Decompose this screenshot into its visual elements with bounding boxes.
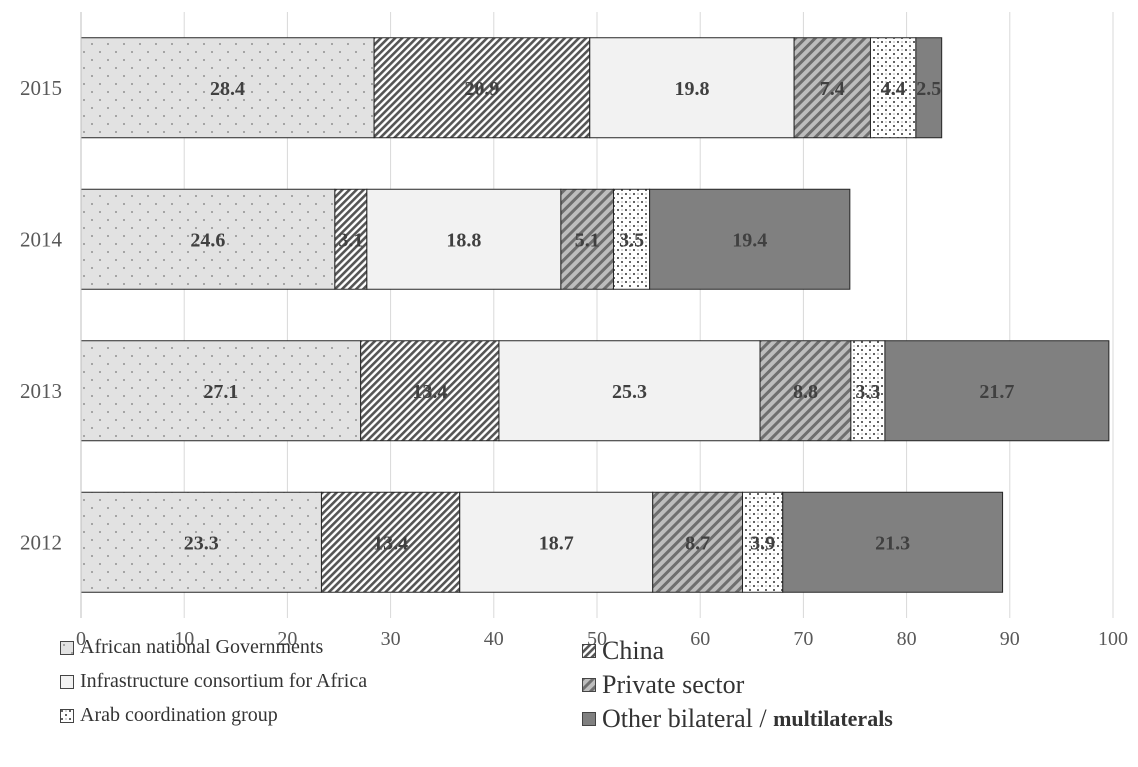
legend-item-african-national-governments: African national Governments (60, 636, 323, 659)
bar-segment (793, 37, 871, 139)
legend-label: Private sector (602, 670, 745, 699)
data-label: 3.3 (855, 381, 880, 403)
legend-label: Arab coordination group (80, 704, 278, 726)
data-label: 4.4 (881, 78, 906, 100)
legend: African national Governments Infrastruct… (0, 636, 1138, 767)
bar-segment (589, 37, 795, 139)
x-tick-label: 20 (277, 628, 297, 650)
bar-segment (742, 491, 784, 593)
legend-label-suffix: multilaterals (773, 706, 893, 731)
bar-segment (80, 491, 322, 593)
x-tick-label: 90 (1000, 628, 1020, 650)
y-tick-label: 2015 (20, 76, 62, 100)
data-labels: 28.4 20.9 19.8 7.4 4.4 2.5 24.6 3.1 18.8 5.1 3.5 19… (184, 78, 1015, 555)
y-tick-label: 2014 (20, 227, 63, 251)
data-label: 24.6 (190, 229, 225, 251)
bar-segment (915, 37, 943, 139)
data-label: 28.4 (210, 78, 245, 100)
bar-segment (320, 491, 461, 593)
data-label: 23.3 (184, 532, 219, 554)
data-label: 13.4 (412, 381, 447, 403)
legend-label: Infrastructure consortium for Africa (80, 670, 368, 692)
x-tick-label: 0 (76, 628, 86, 650)
legend-item-china: China (582, 636, 664, 666)
data-label: 19.4 (732, 229, 767, 251)
bar-segment (782, 491, 1004, 593)
bar-segment (560, 188, 615, 290)
legend-label: African national Governments (80, 636, 324, 658)
bar-segment (459, 491, 654, 593)
legend-item-private-sector: Private sector (582, 670, 744, 700)
legend-item-arab-coordination-group: Arab coordination group (60, 704, 278, 727)
bar-segment (652, 491, 744, 593)
bar-segment (373, 37, 591, 139)
data-label: 27.1 (203, 381, 238, 403)
data-label: 13.4 (373, 532, 408, 554)
x-tick-label: 60 (690, 628, 710, 650)
x-tick-label: 40 (484, 628, 504, 650)
bar-segment (80, 188, 336, 290)
data-label: 18.8 (446, 229, 481, 251)
legend-swatch (582, 644, 596, 658)
bar-segment (884, 340, 1110, 442)
legend-swatch (60, 640, 74, 655)
bar-segment (613, 188, 651, 290)
bar-segment (869, 37, 917, 139)
bar-segment (850, 340, 886, 442)
bar-segment (759, 340, 852, 442)
legend-label: Other bilateral / (602, 704, 767, 733)
data-label: 8.7 (685, 532, 710, 554)
x-tick-label: 70 (793, 628, 813, 650)
data-label: 7.4 (820, 78, 845, 100)
legend-label: China (602, 636, 665, 665)
bar-segment (649, 188, 851, 290)
data-label: 19.8 (674, 78, 709, 100)
x-axis-tick-labels: 0 10 20 30 40 50 60 70 80 90 100 (76, 628, 1128, 650)
bar-segment (80, 37, 375, 139)
bar-segment (334, 188, 368, 290)
data-label: 5.1 (575, 229, 600, 251)
data-label: 3.1 (338, 229, 363, 251)
y-tick-label: 2013 (20, 379, 62, 403)
x-tick-label: 10 (174, 628, 194, 650)
data-label: 21.7 (979, 381, 1014, 403)
data-label: 25.3 (612, 381, 647, 403)
data-label: 8.8 (793, 381, 818, 403)
legend-swatch (60, 674, 74, 689)
data-label: 18.7 (539, 532, 574, 554)
legend-swatch (582, 712, 596, 726)
bar-segment (366, 188, 562, 290)
y-tick-label: 2012 (20, 530, 62, 554)
legend-item-other-bilateral-multilaterals: Other bilateral / multilaterals (582, 704, 893, 734)
bar-segment (498, 340, 761, 442)
bar-segment (360, 340, 500, 442)
data-label: 3.5 (619, 229, 644, 251)
legend-item-infrastructure-consortium: Infrastructure consortium for Africa (60, 670, 367, 693)
x-tick-label: 30 (381, 628, 401, 650)
x-tick-label: 80 (897, 628, 917, 650)
data-label: 21.3 (875, 532, 910, 554)
legend-swatch (60, 708, 74, 723)
data-label: 3.9 (750, 532, 775, 554)
bar-segment (80, 340, 362, 442)
data-label: 2.5 (916, 78, 941, 100)
bars (80, 37, 1110, 593)
y-axis-tick-labels: 2015 2014 2013 2012 (20, 76, 63, 555)
legend-swatch (582, 678, 596, 692)
x-tick-label: 100 (1098, 628, 1128, 650)
data-label: 20.9 (464, 78, 499, 100)
